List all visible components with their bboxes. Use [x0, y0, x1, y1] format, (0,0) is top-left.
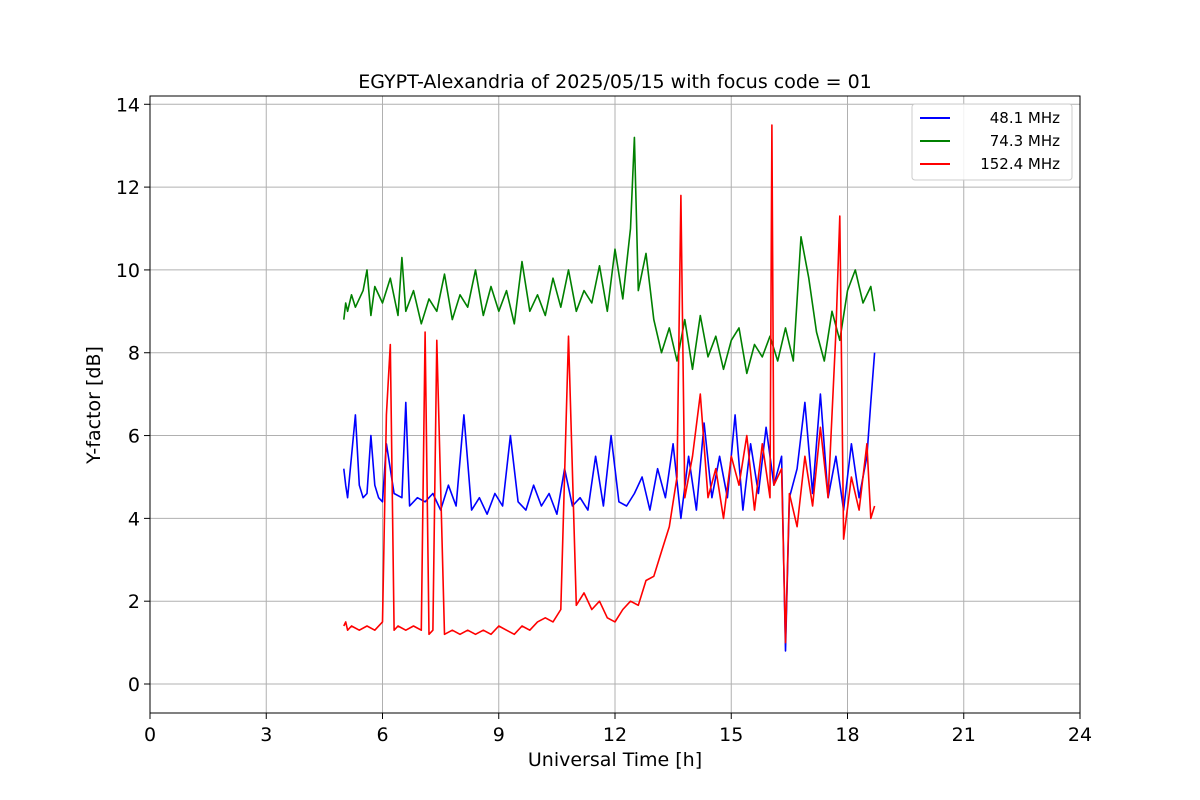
y-tick-label: 2	[128, 591, 140, 613]
y-tick-label: 14	[116, 94, 140, 116]
x-axis-label: Universal Time [h]	[528, 749, 702, 771]
legend-label: 48.1 MHz	[990, 109, 1060, 127]
y-tick-label: 0	[128, 674, 140, 696]
series-line-0	[343, 352, 876, 652]
y-tick-label: 8	[128, 343, 140, 365]
x-tick-label: 24	[1068, 724, 1092, 746]
x-tick-label: 0	[144, 724, 156, 746]
legend-label: 74.3 MHz	[990, 132, 1060, 150]
y-tick-label: 4	[128, 508, 140, 530]
legend-box	[911, 103, 1073, 181]
x-tick-label: 15	[719, 724, 743, 746]
y-tick-label: 12	[116, 177, 140, 199]
x-tick-label: 6	[376, 724, 388, 746]
x-tick-label: 3	[260, 724, 272, 746]
series-lines	[343, 124, 876, 652]
series-line-2	[343, 124, 876, 644]
chart-title: EGYPT-Alexandria of 2025/05/15 with focu…	[358, 71, 872, 93]
y-axis-label: Y-factor [dB]	[83, 346, 105, 465]
series-line-1	[343, 136, 876, 375]
x-tick-label: 21	[952, 724, 976, 746]
legend-label: 152.4 MHz	[980, 155, 1060, 173]
x-tick-label: 18	[835, 724, 859, 746]
legend: 48.1 MHz 74.3 MHz 152.4 MHz	[911, 103, 1073, 181]
x-tick-label: 9	[493, 724, 505, 746]
y-tick-label: 6	[128, 426, 140, 448]
x-tick-label: 12	[603, 724, 627, 746]
y-tick-label: 10	[116, 260, 140, 282]
grid	[149, 96, 1081, 713]
